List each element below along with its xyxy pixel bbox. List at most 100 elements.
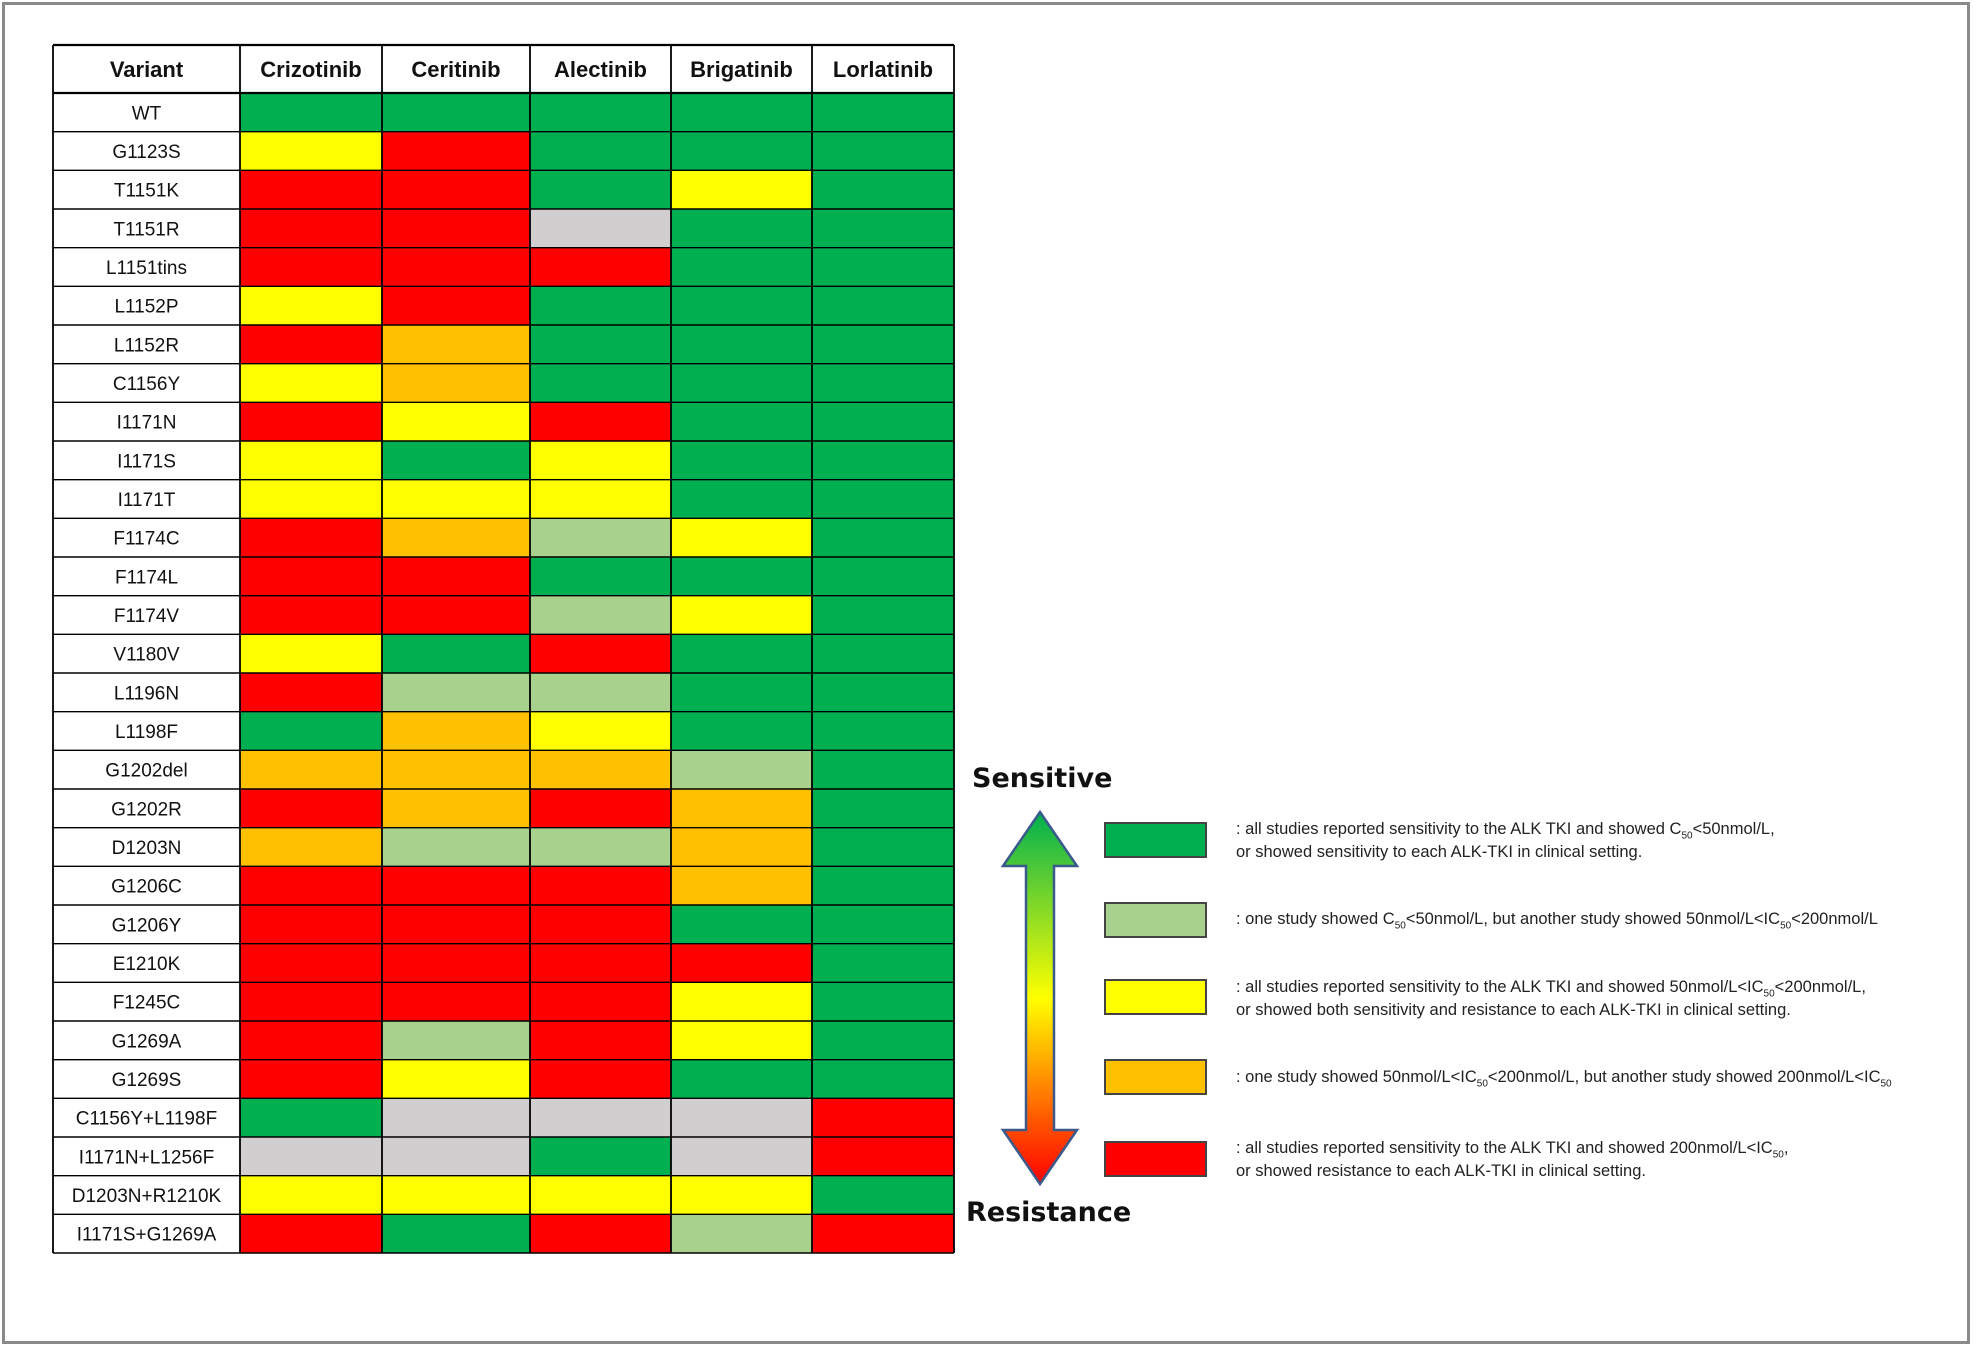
heatmap-cell-g1269s-crizotinib [240, 1059, 382, 1099]
heatmap-cell-i1171n-ceritinib [382, 402, 530, 441]
sensitivity-gradient-arrow [1000, 809, 1080, 1187]
heatmap-cell-l1151tins-brigatinib [671, 247, 812, 287]
heatmap-cell-e1210k-crizotinib [240, 943, 382, 983]
heatmap-cell-g1202del-lorlatinib [812, 750, 954, 789]
row-label-t1151k: T1151K [114, 181, 179, 202]
heatmap-cell-c1156y-l1198f-brigatinib [671, 1098, 812, 1137]
row-label-cell [53, 441, 240, 480]
row-label-i1171s-g1269a: I1171S+G1269A [77, 1225, 217, 1246]
heatmap-cell-g1123s-crizotinib [240, 131, 382, 171]
heatmap-cell-f1174v-crizotinib [240, 595, 382, 635]
heatmap-cell-l1198f-lorlatinib [812, 711, 954, 751]
column-header-variant: Variant [110, 57, 184, 82]
heatmap-cell-e1210k-ceritinib [382, 943, 530, 983]
heatmap-cell-l1152r-ceritinib [382, 325, 530, 364]
heatmap-cell-g1206y-ceritinib [382, 905, 530, 944]
row-label-d1203n: D1203N [112, 838, 182, 859]
row-label-l1152p: L1152P [114, 297, 178, 318]
heatmap-cell-g1202r-crizotinib [240, 789, 382, 828]
heatmap-cell-v1180v-alectinib [530, 634, 671, 673]
heatmap-cell-d1203n-r1210k-brigatinib [671, 1175, 812, 1215]
heatmap-cell-i1171n-crizotinib [240, 402, 382, 441]
heatmap-cell-i1171s-crizotinib [240, 441, 382, 480]
row-label-cell [53, 325, 240, 364]
row-label-cell [53, 595, 240, 635]
heatmap-cell-c1156y-crizotinib [240, 363, 382, 403]
heatmap-cell-g1206y-alectinib [530, 905, 671, 944]
heatmap-cell-i1171n-l1256f-crizotinib [240, 1137, 382, 1176]
heatmap-cell-g1206c-lorlatinib [812, 866, 954, 905]
heatmap-cell-l1152p-ceritinib [382, 286, 530, 325]
heatmap-cell-i1171t-crizotinib [240, 479, 382, 519]
heatmap-cell-t1151k-lorlatinib [812, 170, 954, 209]
heatmap-cell-d1203n-alectinib [530, 827, 671, 867]
heatmap-cell-d1203n-lorlatinib [812, 827, 954, 867]
heatmap-cell-l1152r-brigatinib [671, 325, 812, 364]
row-label-wt: WT [132, 103, 162, 124]
row-label-cell [53, 634, 240, 673]
gradient-arrow-shape [1000, 809, 1080, 1187]
heatmap-cell-c1156y-l1198f-crizotinib [240, 1098, 382, 1137]
heatmap-cell-i1171s-g1269a-crizotinib [240, 1214, 382, 1253]
heatmap-cell-g1206y-brigatinib [671, 905, 812, 944]
heatmap-cell-f1174l-crizotinib [240, 557, 382, 596]
heatmap-cell-g1269s-brigatinib [671, 1059, 812, 1099]
heatmap-cell-l1151tins-alectinib [530, 247, 671, 287]
heatmap-cell-g1269a-alectinib [530, 1021, 671, 1060]
row-label-i1171t: I1171T [118, 490, 176, 511]
heatmap-cell-wt-ceritinib [382, 93, 530, 132]
heatmap-cell-i1171s-g1269a-ceritinib [382, 1214, 530, 1253]
legend-swatch-intermediate [1104, 979, 1207, 1015]
heatmap-cell-g1206y-lorlatinib [812, 905, 954, 944]
heatmap-cell-i1171n-alectinib [530, 402, 671, 441]
heatmap-cell-d1203n-r1210k-crizotinib [240, 1175, 382, 1215]
heatmap-cell-f1174l-lorlatinib [812, 557, 954, 596]
legend-swatch-resistant [1104, 1141, 1207, 1177]
heatmap-cell-f1174v-brigatinib [671, 595, 812, 635]
heatmap-cell-i1171t-ceritinib [382, 479, 530, 519]
heatmap-cell-l1152r-crizotinib [240, 325, 382, 364]
row-label-g1269s: G1269S [112, 1070, 182, 1091]
row-label-g1206y: G1206Y [112, 915, 182, 936]
row-label-cell [53, 1137, 240, 1176]
heatmap-cell-t1151r-ceritinib [382, 209, 530, 248]
heatmap-cell-l1198f-ceritinib [382, 711, 530, 751]
heatmap-cell-g1202del-alectinib [530, 750, 671, 789]
row-label-d1203n-r1210k: D1203N+R1210K [72, 1186, 222, 1207]
heatmap-cell-d1203n-ceritinib [382, 827, 530, 867]
heatmap-cell-l1152p-brigatinib [671, 286, 812, 325]
heatmap-cell-f1174v-alectinib [530, 595, 671, 635]
row-label-cell [53, 247, 240, 287]
heatmap-cell-i1171n-l1256f-lorlatinib [812, 1137, 954, 1176]
heatmap-cell-wt-alectinib [530, 93, 671, 132]
heatmap-cell-f1245c-crizotinib [240, 982, 382, 1021]
row-label-cell [53, 711, 240, 751]
heatmap-cell-v1180v-lorlatinib [812, 634, 954, 673]
heatmap-cell-l1152r-lorlatinib [812, 325, 954, 364]
heatmap-cell-t1151k-ceritinib [382, 170, 530, 209]
heatmap-cell-t1151r-alectinib [530, 209, 671, 248]
heatmap-cell-wt-lorlatinib [812, 93, 954, 132]
row-label-g1269a: G1269A [112, 1031, 182, 1052]
heatmap-cell-f1245c-alectinib [530, 982, 671, 1021]
heatmap-cell-c1156y-brigatinib [671, 363, 812, 403]
heatmap-cell-g1269a-brigatinib [671, 1021, 812, 1060]
row-label-cell [53, 170, 240, 209]
heatmap-cell-g1206y-crizotinib [240, 905, 382, 944]
column-header-brigatinib: Brigatinib [690, 57, 793, 82]
row-label-cell [53, 402, 240, 441]
heatmap-cell-t1151r-brigatinib [671, 209, 812, 248]
legend-text-resistant: : all studies reported sensitivity to th… [1236, 1139, 1789, 1180]
heatmap-cell-g1202del-ceritinib [382, 750, 530, 789]
heatmap-cell-i1171s-g1269a-brigatinib [671, 1214, 812, 1253]
heatmap-cell-f1245c-brigatinib [671, 982, 812, 1021]
heatmap-cell-f1174l-alectinib [530, 557, 671, 596]
heatmap-cell-l1151tins-crizotinib [240, 247, 382, 287]
heatmap-cell-i1171t-brigatinib [671, 479, 812, 519]
heatmap-cell-g1123s-brigatinib [671, 131, 812, 171]
heatmap-cell-g1202r-ceritinib [382, 789, 530, 828]
heatmap-cell-g1202r-brigatinib [671, 789, 812, 828]
row-label-f1174c: F1174C [113, 529, 179, 550]
row-label-cell [53, 750, 240, 789]
